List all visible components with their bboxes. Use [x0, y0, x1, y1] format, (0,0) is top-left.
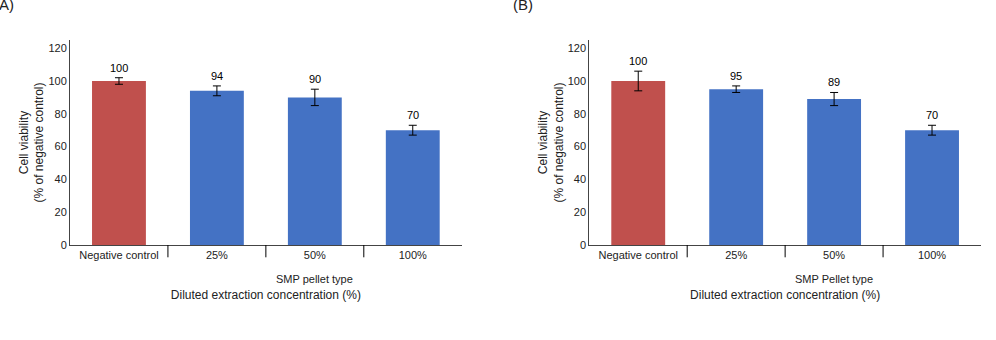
- svg-text:100%: 100%: [918, 249, 946, 261]
- svg-text:SMP Pellet type: SMP Pellet type: [795, 273, 873, 285]
- svg-text:0: 0: [61, 239, 67, 251]
- svg-text:SMP pellet type: SMP pellet type: [276, 273, 353, 285]
- svg-text:100: 100: [568, 75, 586, 87]
- svg-text:70: 70: [407, 109, 419, 121]
- svg-text:Diluted extraction concentrati: Diluted extraction concentration (%): [171, 288, 361, 302]
- svg-text:(A): (A): [0, 0, 14, 13]
- svg-text:Negative control: Negative control: [598, 249, 678, 261]
- svg-text:89: 89: [828, 76, 840, 88]
- svg-text:(B): (B): [513, 0, 533, 13]
- svg-text:80: 80: [55, 108, 67, 120]
- svg-text:25%: 25%: [206, 249, 228, 261]
- svg-text:100: 100: [629, 55, 647, 67]
- svg-text:40: 40: [55, 173, 67, 185]
- svg-text:50%: 50%: [823, 249, 845, 261]
- svg-text:Diluted extraction concentrati: Diluted extraction concentration (%): [690, 288, 880, 302]
- svg-text:100: 100: [110, 62, 128, 74]
- svg-text:80: 80: [574, 108, 586, 120]
- svg-text:0: 0: [580, 239, 586, 251]
- svg-text:94: 94: [211, 70, 223, 82]
- svg-text:50%: 50%: [304, 249, 326, 261]
- svg-text:20: 20: [574, 206, 586, 218]
- svg-text:100%: 100%: [399, 249, 427, 261]
- svg-text:90: 90: [309, 73, 321, 85]
- svg-text:Cell viability(% of negative c: Cell viability(% of negative control): [536, 82, 566, 202]
- svg-text:95: 95: [730, 70, 742, 82]
- svg-text:60: 60: [574, 140, 586, 152]
- svg-text:20: 20: [55, 206, 67, 218]
- svg-text:25%: 25%: [725, 249, 747, 261]
- svg-text:60: 60: [55, 140, 67, 152]
- svg-text:120: 120: [48, 42, 66, 54]
- svg-text:120: 120: [568, 42, 586, 54]
- svg-text:100: 100: [48, 75, 66, 87]
- svg-text:40: 40: [574, 173, 586, 185]
- svg-text:Cell viability(% of negative c: Cell viability(% of negative control): [17, 82, 47, 202]
- svg-text:Negative control: Negative control: [79, 249, 159, 261]
- svg-text:70: 70: [926, 109, 938, 121]
